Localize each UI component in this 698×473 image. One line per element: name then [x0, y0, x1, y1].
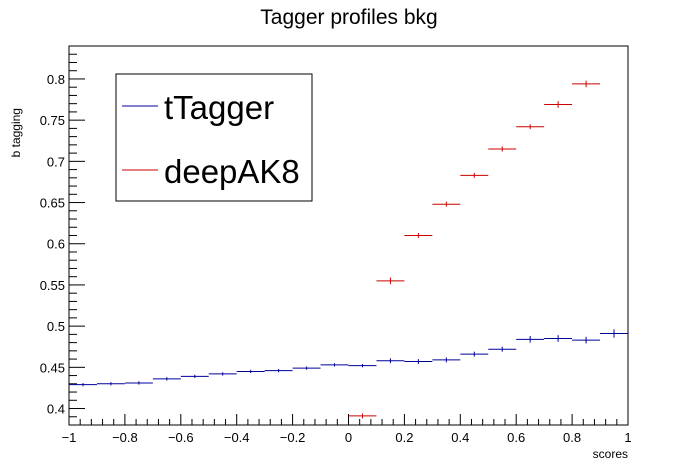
x-tick-labels: −1 −0.8 −0.6 −0.4 −0.2 0 0.2 0.4 0.6 0.8 1	[62, 430, 632, 445]
data-point	[460, 172, 489, 178]
legend-label-ttagger: tTagger	[164, 89, 274, 126]
data-point	[404, 359, 433, 365]
data-point	[544, 335, 573, 342]
y-tick-label: 0.4	[47, 402, 65, 417]
x-tick-label: −0.4	[224, 430, 250, 445]
chart-title: Tagger profiles bkg	[260, 6, 437, 29]
data-point	[180, 374, 209, 379]
data-point	[516, 336, 545, 343]
y-tick-label: 0.5	[47, 319, 65, 334]
data-point	[600, 329, 628, 338]
x-tick-label: 0.2	[395, 430, 413, 445]
data-point	[96, 382, 125, 386]
x-tick-label: −0.2	[280, 430, 306, 445]
x-tick-label: −0.6	[168, 430, 194, 445]
data-point	[320, 363, 349, 367]
x-tick-label: −0.8	[112, 430, 138, 445]
y-tick-label: 0.8	[47, 72, 65, 87]
data-point	[208, 372, 237, 376]
legend-box	[115, 73, 313, 202]
y-tick-label: 0.55	[40, 278, 65, 293]
data-point	[264, 368, 293, 373]
data-point	[376, 358, 405, 364]
x-tick-label: 1	[624, 430, 631, 445]
legend: tTagger deepAK8	[115, 73, 313, 202]
data-point	[432, 357, 461, 363]
data-point	[348, 364, 377, 368]
data-point	[69, 382, 97, 387]
x-axis-label: scores	[593, 447, 628, 461]
data-point	[488, 146, 517, 152]
data-point	[544, 101, 573, 108]
data-point	[404, 233, 433, 238]
data-point	[236, 369, 265, 374]
series-ttagger	[69, 329, 628, 387]
y-tick-label: 0.65	[40, 196, 65, 211]
y-tick-label: 0.75	[40, 113, 65, 128]
data-point	[292, 366, 321, 370]
x-tick-label: 0.8	[563, 430, 581, 445]
data-point	[124, 381, 153, 385]
data-point	[488, 346, 517, 352]
data-point	[152, 377, 181, 381]
y-tick-label: 0.45	[40, 360, 65, 375]
axis-ticks	[68, 45, 629, 426]
y-tick-label: 0.6	[47, 237, 65, 252]
data-point	[376, 277, 405, 285]
series-deepak8	[348, 80, 601, 419]
data-point	[348, 413, 377, 419]
x-tick-label: 0.4	[451, 430, 469, 445]
x-tick-label: 0.6	[507, 430, 525, 445]
data-points	[69, 80, 628, 419]
y-tick-labels: 0.4 0.45 0.5 0.55 0.6 0.65 0.7 0.75 0.8	[40, 72, 65, 417]
y-axis-label: b tagging	[9, 108, 23, 157]
data-point	[516, 124, 545, 130]
legend-label-deepak8: deepAK8	[164, 153, 300, 190]
x-tick-label: 0	[345, 430, 352, 445]
y-tick-label: 0.7	[47, 154, 65, 169]
data-point	[572, 336, 601, 344]
data-point	[432, 201, 461, 207]
data-point	[460, 351, 489, 357]
data-point	[572, 80, 601, 88]
x-tick-label: −1	[62, 430, 77, 445]
